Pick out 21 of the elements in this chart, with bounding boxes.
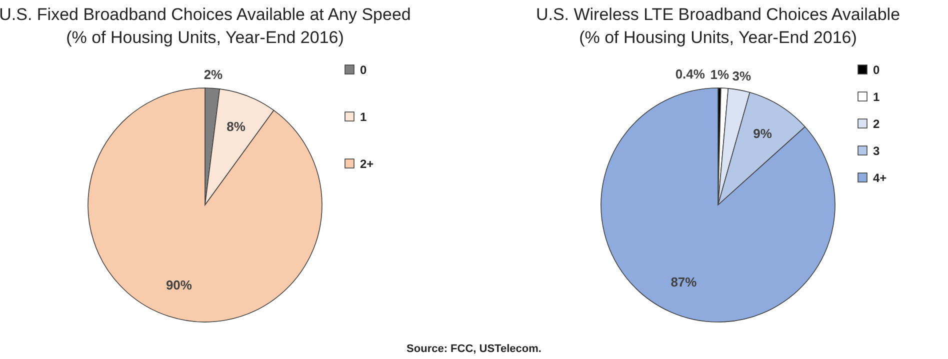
data-label: 3%: [732, 68, 752, 84]
data-label: 1%: [710, 66, 730, 82]
legend-label: 3: [873, 144, 880, 158]
data-label: 9%: [753, 126, 772, 142]
chart-title: U.S. Wireless LTE Broadband Choices Available: [536, 5, 900, 24]
data-label: 87%: [670, 274, 698, 290]
chart-subtitle: (% of Housing Units, Year-End 2016): [579, 28, 857, 47]
legend-label: 0: [360, 63, 367, 78]
data-label: 8%: [226, 119, 246, 134]
legend-label: 1: [873, 90, 880, 104]
legend-label: 2+: [360, 157, 374, 172]
data-label: 90%: [166, 278, 192, 293]
chart-title: U.S. Fixed Broadband Choices Available at Any Speed: [0, 5, 411, 24]
legend-label: 2: [873, 117, 880, 132]
legend-label: 1: [360, 110, 367, 124]
legend-label: 0: [873, 63, 880, 78]
data-label: 0.4%: [675, 66, 706, 82]
source-note: Source: FCC, USTelecom.: [406, 343, 542, 355]
chart-subtitle: (% of Housing Units, Year-End 2016): [66, 28, 344, 47]
legend-label: 4+: [873, 171, 887, 186]
data-label: 2%: [204, 66, 224, 82]
